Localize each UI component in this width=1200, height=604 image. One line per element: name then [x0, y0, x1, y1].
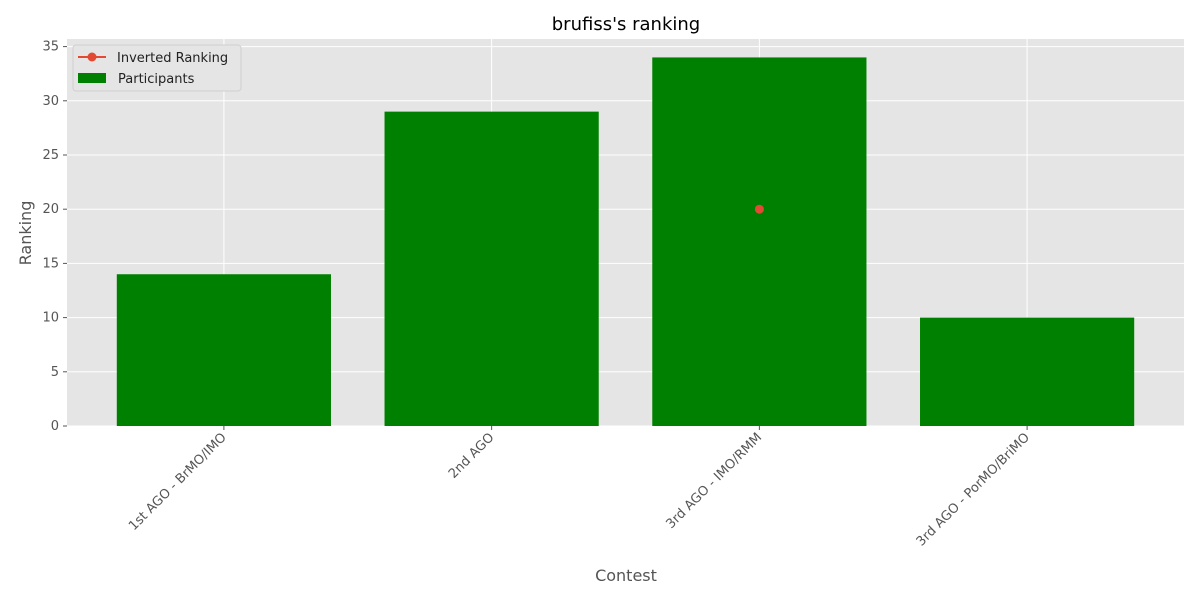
bar-participants	[116, 274, 331, 426]
legend-label-inverted-ranking: Inverted Ranking	[117, 51, 228, 66]
x-tick-label: 3rd AGO - PorMO/BriMO	[914, 430, 1033, 549]
y-tick-label: 25	[42, 148, 59, 163]
legend-label-participants: Participants	[118, 72, 195, 87]
legend-dot-marker	[87, 52, 97, 62]
y-tick-label: 15	[42, 256, 59, 271]
legend-bar-swatch	[78, 73, 106, 83]
point-inverted-ranking	[754, 204, 764, 214]
y-tick-label: 35	[42, 40, 59, 55]
bar-participants	[920, 317, 1135, 426]
x-tick-label: 2nd AGO	[446, 430, 498, 482]
legend: Inverted Ranking Participants	[72, 44, 242, 92]
x-tick-label: 3rd AGO - IMO/RMM	[663, 430, 765, 532]
bar-participants	[652, 57, 867, 427]
bar-participants	[384, 111, 599, 426]
chart-title: brufiss's ranking	[552, 14, 700, 35]
y-tick-label: 10	[42, 311, 59, 326]
y-tick-label: 5	[51, 365, 59, 380]
x-tick-label: 1st AGO - BrMO/IMO	[126, 430, 230, 534]
y-tick-label: 30	[42, 94, 59, 109]
y-axis-label: Ranking	[16, 201, 35, 266]
y-tick-label: 20	[42, 202, 59, 217]
y-tick-label: 0	[51, 419, 59, 434]
x-axis-label: Contest	[595, 566, 657, 585]
